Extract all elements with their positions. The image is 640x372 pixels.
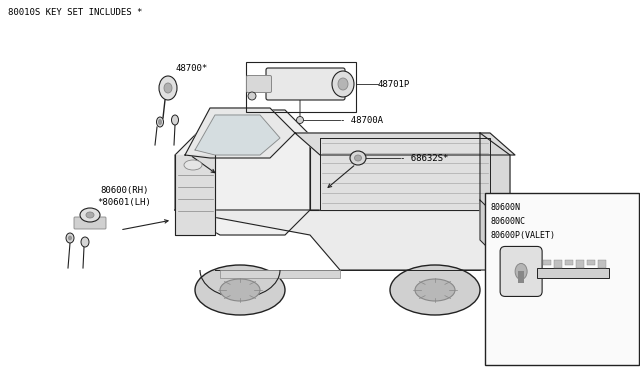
Text: *80601(LH): *80601(LH) (97, 198, 151, 207)
Text: 80600N: 80600N (490, 203, 520, 212)
Bar (576, 260, 584, 269)
Ellipse shape (164, 83, 172, 93)
Bar (554, 260, 562, 269)
Ellipse shape (66, 233, 74, 243)
Text: *90602: *90602 (526, 248, 558, 257)
Ellipse shape (220, 279, 260, 301)
Ellipse shape (531, 290, 539, 300)
Polygon shape (480, 133, 510, 270)
Ellipse shape (184, 160, 202, 170)
Ellipse shape (332, 71, 354, 97)
Bar (246, 62, 356, 112)
Polygon shape (185, 108, 295, 158)
FancyBboxPatch shape (500, 246, 542, 296)
Ellipse shape (537, 264, 559, 280)
Bar (220, 270, 340, 278)
Bar (598, 260, 606, 269)
Bar (565, 260, 573, 266)
Bar (537, 269, 609, 278)
Text: 80600NC: 80600NC (490, 218, 525, 227)
FancyBboxPatch shape (246, 76, 271, 93)
Ellipse shape (534, 293, 536, 297)
Ellipse shape (248, 92, 256, 100)
Text: 48700*: 48700* (175, 64, 207, 73)
Polygon shape (320, 138, 490, 210)
Ellipse shape (338, 78, 348, 90)
Ellipse shape (195, 265, 285, 315)
Ellipse shape (355, 155, 362, 161)
Ellipse shape (159, 76, 177, 100)
Polygon shape (480, 200, 510, 270)
Ellipse shape (172, 115, 179, 125)
Polygon shape (175, 110, 310, 235)
Ellipse shape (350, 151, 366, 165)
Polygon shape (195, 115, 280, 155)
FancyBboxPatch shape (74, 217, 106, 229)
Text: 80600P(VALET): 80600P(VALET) (490, 231, 555, 240)
Text: 80600(RH): 80600(RH) (100, 186, 148, 195)
Polygon shape (175, 155, 215, 235)
Text: 80010S KEY SET INCLUDES *: 80010S KEY SET INCLUDES * (8, 8, 142, 17)
Polygon shape (295, 133, 515, 155)
Ellipse shape (515, 263, 527, 279)
Ellipse shape (415, 279, 455, 301)
Polygon shape (175, 210, 510, 270)
Text: - 68632S*: - 68632S* (400, 154, 449, 163)
Ellipse shape (390, 265, 480, 315)
FancyBboxPatch shape (529, 273, 568, 288)
Ellipse shape (296, 116, 303, 124)
Text: 48701P: 48701P (378, 80, 410, 89)
Ellipse shape (157, 117, 163, 127)
Ellipse shape (80, 208, 100, 222)
Polygon shape (310, 135, 480, 210)
Ellipse shape (543, 269, 552, 275)
Ellipse shape (86, 212, 94, 218)
Text: R998000Z: R998000Z (592, 355, 632, 364)
Ellipse shape (68, 236, 72, 240)
Ellipse shape (551, 290, 559, 300)
Bar (485, 193, 639, 365)
FancyBboxPatch shape (266, 68, 345, 100)
Bar (587, 260, 595, 266)
Ellipse shape (159, 119, 161, 125)
Bar (543, 260, 551, 266)
Ellipse shape (81, 237, 89, 247)
Text: - 48700A: - 48700A (340, 115, 383, 125)
Bar (491, 227, 499, 233)
Bar (518, 272, 524, 283)
